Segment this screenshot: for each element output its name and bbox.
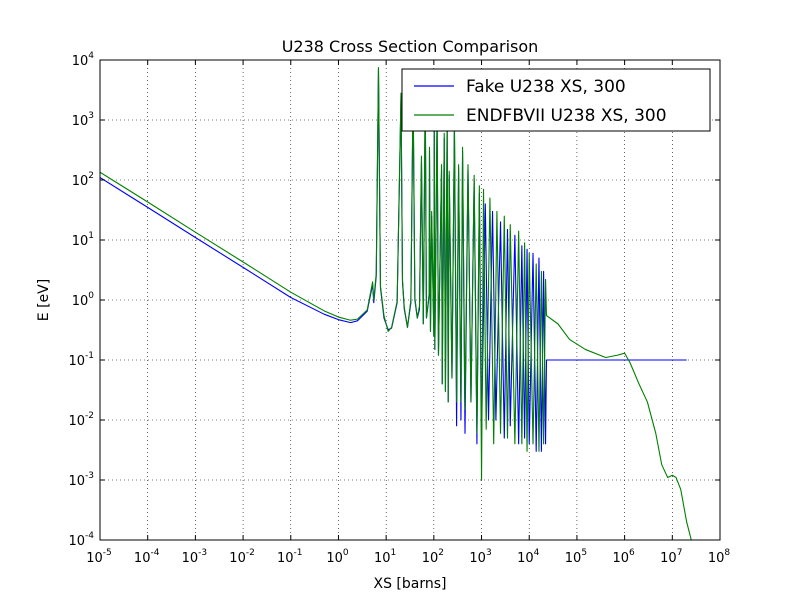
x-tick-label: 107 bbox=[660, 548, 682, 566]
y-tick-label: 101 bbox=[72, 231, 94, 249]
x-tick-label: 10-1 bbox=[277, 548, 303, 566]
y-tick-base: 10 bbox=[68, 474, 85, 489]
x-tick-base: 10 bbox=[660, 551, 677, 566]
x-tick-label: 100 bbox=[326, 548, 349, 566]
x-tick-label: 10-5 bbox=[86, 548, 112, 566]
x-tick-label: 10-2 bbox=[229, 548, 255, 566]
y-tick-base: 10 bbox=[72, 294, 89, 309]
y-tick-exp: 2 bbox=[88, 171, 94, 181]
grid-lines bbox=[100, 60, 720, 540]
plot-area bbox=[100, 66, 692, 540]
x-tick-exp: -1 bbox=[294, 548, 303, 558]
x-tick-exp: -4 bbox=[150, 548, 159, 558]
y-tick-label: 10-4 bbox=[68, 531, 94, 549]
y-tick-exp: -4 bbox=[85, 531, 94, 541]
y-tick-base: 10 bbox=[68, 534, 85, 549]
chart-title: U238 Cross Section Comparison bbox=[282, 37, 539, 56]
x-tick-exp: -2 bbox=[246, 548, 255, 558]
x-tick-base: 10 bbox=[422, 551, 439, 566]
x-tick-base: 10 bbox=[469, 551, 486, 566]
x-tick-label: 105 bbox=[565, 548, 587, 566]
x-tick-exp: 8 bbox=[724, 548, 730, 558]
x-tick-base: 10 bbox=[326, 551, 343, 566]
y-tick-exp: 0 bbox=[88, 291, 94, 301]
x-tick-exp: -5 bbox=[103, 548, 112, 558]
x-tick-base: 10 bbox=[374, 551, 391, 566]
legend-label-endf: ENDFBVII U238 XS, 300 bbox=[466, 106, 667, 126]
legend: Fake U238 XS, 300 ENDFBVII U238 XS, 300 bbox=[401, 68, 711, 132]
x-tick-base: 10 bbox=[277, 551, 294, 566]
x-tick-exp: 0 bbox=[343, 548, 349, 558]
x-tick-exp: 5 bbox=[581, 548, 587, 558]
x-tick-label: 106 bbox=[612, 548, 635, 566]
y-tick-label: 10-1 bbox=[68, 351, 94, 369]
y-tick-base: 10 bbox=[72, 174, 89, 189]
x-tick-exp: 7 bbox=[677, 548, 683, 558]
x-tick-base: 10 bbox=[517, 551, 534, 566]
x-axis-label: XS [barns] bbox=[374, 576, 447, 592]
y-tick-base: 10 bbox=[72, 114, 89, 129]
x-tick-label: 108 bbox=[708, 548, 731, 566]
legend-box bbox=[401, 68, 711, 132]
x-axis-ticks: 10-5 10-4 10-3 10-2 10-1 100 101 102 103 104 105 10… bbox=[86, 60, 730, 566]
x-tick-exp: 6 bbox=[629, 548, 635, 558]
y-tick-exp: -3 bbox=[85, 471, 94, 481]
y-tick-label: 103 bbox=[72, 111, 94, 129]
y-tick-exp: -2 bbox=[85, 411, 94, 421]
y-tick-base: 10 bbox=[68, 354, 85, 369]
x-tick-exp: -3 bbox=[198, 548, 207, 558]
x-tick-base: 10 bbox=[134, 551, 151, 566]
x-tick-exp: 4 bbox=[534, 548, 540, 558]
x-tick-base: 10 bbox=[612, 551, 629, 566]
x-tick-base: 10 bbox=[86, 551, 103, 566]
x-tick-base: 10 bbox=[182, 551, 199, 566]
y-tick-label: 104 bbox=[72, 51, 95, 69]
y-tick-label: 10-3 bbox=[68, 471, 94, 489]
y-axis-label: E [eV] bbox=[36, 279, 52, 321]
x-tick-label: 103 bbox=[469, 548, 491, 566]
y-tick-label: 100 bbox=[72, 291, 95, 309]
series-line-endfbvii-u238 bbox=[100, 66, 692, 540]
y-tick-exp: 4 bbox=[88, 51, 94, 61]
y-tick-base: 10 bbox=[68, 414, 85, 429]
x-tick-label: 102 bbox=[422, 548, 444, 566]
x-tick-base: 10 bbox=[565, 551, 582, 566]
x-tick-label: 101 bbox=[374, 548, 396, 566]
x-tick-base: 10 bbox=[708, 551, 725, 566]
x-tick-label: 10-4 bbox=[134, 548, 160, 566]
x-tick-label: 10-3 bbox=[182, 548, 208, 566]
y-tick-exp: 1 bbox=[88, 231, 94, 241]
y-tick-base: 10 bbox=[72, 234, 89, 249]
y-tick-exp: 3 bbox=[88, 111, 94, 121]
x-tick-exp: 2 bbox=[438, 548, 444, 558]
x-tick-label: 104 bbox=[517, 548, 540, 566]
y-tick-label: 10-2 bbox=[68, 411, 94, 429]
y-tick-exp: -1 bbox=[85, 351, 94, 361]
y-tick-base: 10 bbox=[72, 54, 89, 69]
x-tick-exp: 1 bbox=[391, 548, 397, 558]
x-tick-base: 10 bbox=[229, 551, 246, 566]
x-tick-exp: 3 bbox=[486, 548, 492, 558]
legend-label-fake: Fake U238 XS, 300 bbox=[466, 77, 626, 97]
y-tick-label: 102 bbox=[72, 171, 94, 189]
